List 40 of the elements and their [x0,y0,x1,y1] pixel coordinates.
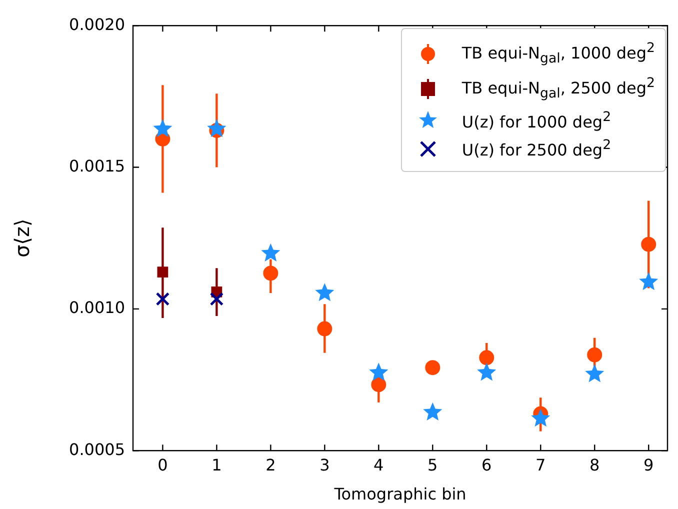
point [585,364,604,382]
point [263,266,278,281]
point [587,347,602,362]
point [425,360,440,376]
x-tick-label: 4 [374,455,384,474]
x-tick-label: 7 [536,455,546,474]
legend-label: U(z) for 1000 deg$^{2}$ [462,109,612,132]
point [156,292,170,306]
y-axis-title: σ⟨z⟩ [10,218,34,258]
y-tick-label: 0.0020 [69,14,125,34]
legend-label: U(z) for 2500 deg$^{2}$ [462,137,612,161]
point [157,266,168,278]
point [317,321,332,336]
x-tick-label: 3 [320,455,330,474]
y-tick-label: 0.0015 [69,156,125,176]
y-tick-label: 0.0010 [69,298,125,318]
point [153,119,172,138]
point [531,408,550,427]
x-tick-label: 0 [158,455,168,474]
point [479,350,494,366]
point [369,362,388,381]
point [210,292,224,306]
x-tick-label: 6 [482,455,492,474]
point [315,283,334,302]
y-tick-label: 0.0005 [69,440,125,459]
x-tick-label: 5 [428,455,438,474]
x-tick-label: 2 [266,455,276,474]
legend-label: TB equi-N$_{gal}$, 1000 deg$^{2}$ [462,40,655,69]
point [641,236,656,252]
point [261,243,280,262]
point [207,119,226,138]
x-tick-label: 8 [590,455,600,474]
point [423,402,442,420]
point [639,272,658,290]
legend-label: TB equi-N$_{gal}$, 2500 deg$^{2}$ [462,74,655,104]
x-tick-label: 1 [212,455,222,474]
point [477,362,496,381]
point [371,377,386,392]
x-tick-label: 9 [644,455,654,474]
x-axis-title: Tomographic bin [333,484,466,504]
